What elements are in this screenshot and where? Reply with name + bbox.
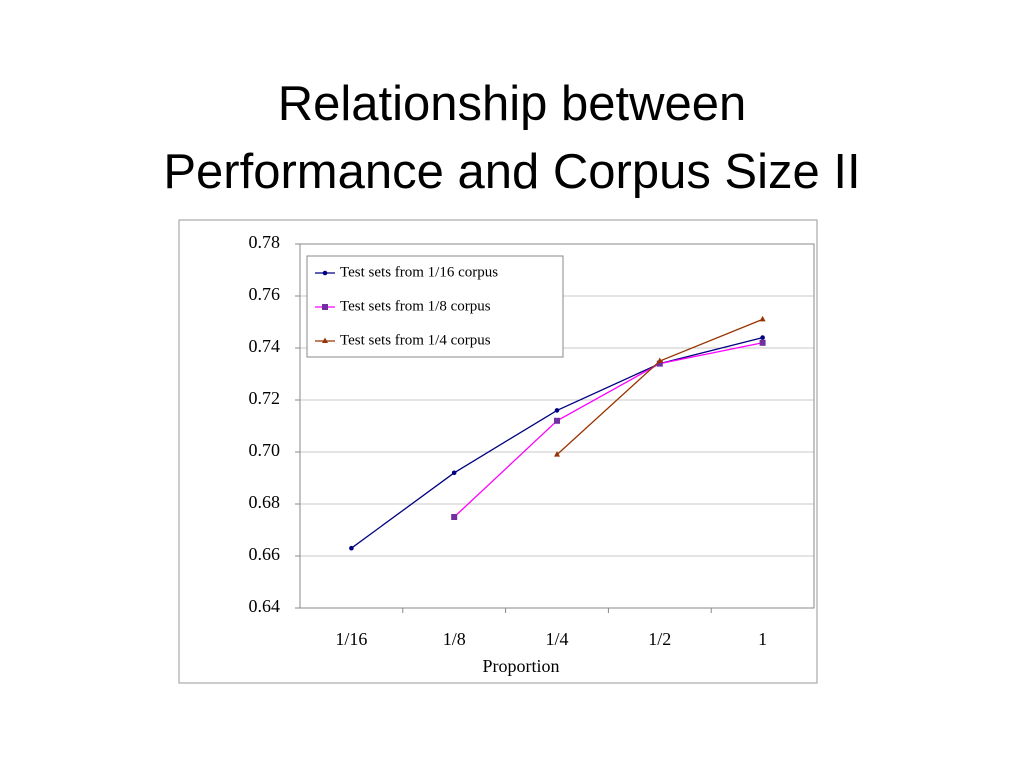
legend-marker [322,304,328,310]
point [554,451,560,457]
y-tick-label: 0.72 [249,388,281,408]
legend-label: Test sets from 1/4 corpus [340,332,491,348]
y-tick-label: 0.66 [249,544,281,564]
x-tick-label: 1/8 [443,629,466,649]
x-axis-label: Proportion [482,656,559,676]
point [759,339,766,346]
x-tick-label: 1/16 [335,629,367,649]
point [656,357,663,363]
y-tick-label: 0.74 [249,336,281,356]
legend-label: Test sets from 1/16 corpus [340,264,498,280]
legend-box [306,255,564,358]
y-tick-label: 0.64 [249,596,281,616]
slide-title: Performance and Corpus Size II [163,145,860,199]
legend-label: Test sets from 1/8 corpus [340,298,491,314]
point [759,315,766,322]
plot-area [299,243,815,609]
point [349,545,354,551]
x-tick-label: 1/2 [648,629,671,649]
point [451,470,457,476]
slide-title: Relationship between [278,77,747,131]
x-tick-label: 1/4 [545,629,568,649]
legend-marker [322,337,328,343]
y-tick-label: 0.76 [249,284,281,304]
x-tick-label: 1 [758,629,767,649]
point [656,360,663,367]
point [451,514,458,520]
point [554,417,560,424]
y-tick-label: 0.78 [249,232,281,252]
y-tick-label: 0.68 [249,492,281,512]
point [554,408,560,413]
legend-marker [322,270,328,276]
point [760,335,765,340]
legend: Test sets from 1/16 corpus Test sets from… [306,255,564,358]
series-line [453,342,763,518]
y-tick-label: 0.70 [249,440,281,460]
